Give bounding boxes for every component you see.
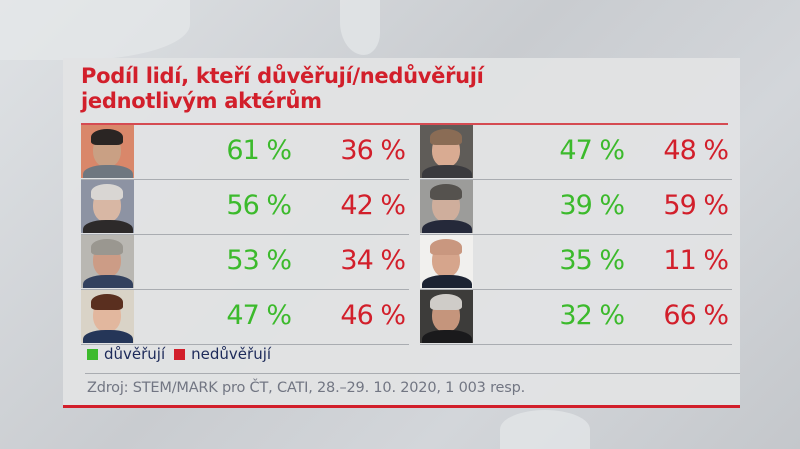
- trust-value: 39 %: [559, 190, 625, 221]
- table-row: 39 % 59 %: [420, 180, 732, 235]
- red-square-icon: [174, 348, 186, 360]
- chart-title: Podíl lidí, kteří důvěřují/nedůvěřují je…: [81, 64, 641, 114]
- left-column: 61 % 36 % 56 % 42 % 53 % 34 %: [81, 125, 409, 345]
- green-square-icon: [87, 348, 98, 360]
- distrust-value: 11 %: [663, 245, 729, 276]
- right-column: 47 % 48 % 39 % 59 % 35 % 11 %: [420, 125, 732, 345]
- legend-label-trust: důvěřují: [104, 345, 166, 363]
- table-row: 47 % 48 %: [420, 125, 732, 180]
- distrust-value: 46 %: [340, 300, 406, 331]
- trust-value: 47 %: [559, 135, 625, 166]
- table-row: 61 % 36 %: [81, 125, 409, 180]
- distrust-value: 36 %: [340, 135, 406, 166]
- portrait-photo: [420, 290, 473, 343]
- portrait-photo: [420, 180, 473, 233]
- table-row: 56 % 42 %: [81, 180, 409, 235]
- source-note: Zdroj: STEM/MARK pro ČT, CATI, 28.–29. 1…: [87, 380, 526, 396]
- portrait-photo: [81, 235, 134, 288]
- trust-value: 61 %: [226, 135, 292, 166]
- background-map-shape: [500, 410, 590, 449]
- table-row: 47 % 46 %: [81, 290, 409, 345]
- title-line-2: jednotlivým aktérům: [81, 89, 322, 113]
- legend-item-distrust: nedůvěřují: [174, 345, 271, 363]
- title-divider: [81, 123, 728, 125]
- trust-value: 47 %: [226, 300, 292, 331]
- portrait-photo: [420, 235, 473, 288]
- legend-label-distrust: nedůvěřují: [191, 345, 272, 363]
- portrait-photo: [81, 125, 134, 178]
- legend-divider: [85, 373, 740, 374]
- table-row: 35 % 11 %: [420, 235, 732, 290]
- distrust-value: 59 %: [663, 190, 729, 221]
- portrait-photo: [420, 125, 473, 178]
- trust-value: 53 %: [226, 245, 292, 276]
- distrust-value: 66 %: [663, 300, 729, 331]
- trust-value: 32 %: [559, 300, 625, 331]
- portrait-photo: [81, 290, 134, 343]
- title-line-1: Podíl lidí, kteří důvěřují/nedůvěřují: [81, 64, 484, 88]
- table-row: 32 % 66 %: [420, 290, 732, 345]
- distrust-value: 42 %: [340, 190, 406, 221]
- background-map-shape: [0, 0, 190, 60]
- trust-value: 35 %: [559, 245, 625, 276]
- infographic-panel: Podíl lidí, kteří důvěřují/nedůvěřují je…: [63, 58, 740, 408]
- distrust-value: 48 %: [663, 135, 729, 166]
- distrust-value: 34 %: [340, 245, 406, 276]
- portrait-photo: [81, 180, 134, 233]
- legend-item-trust: důvěřují: [87, 345, 165, 363]
- background-map-shape: [340, 0, 380, 55]
- table-row: 53 % 34 %: [81, 235, 409, 290]
- legend: důvěřují nedůvěřují: [87, 345, 280, 363]
- trust-value: 56 %: [226, 190, 292, 221]
